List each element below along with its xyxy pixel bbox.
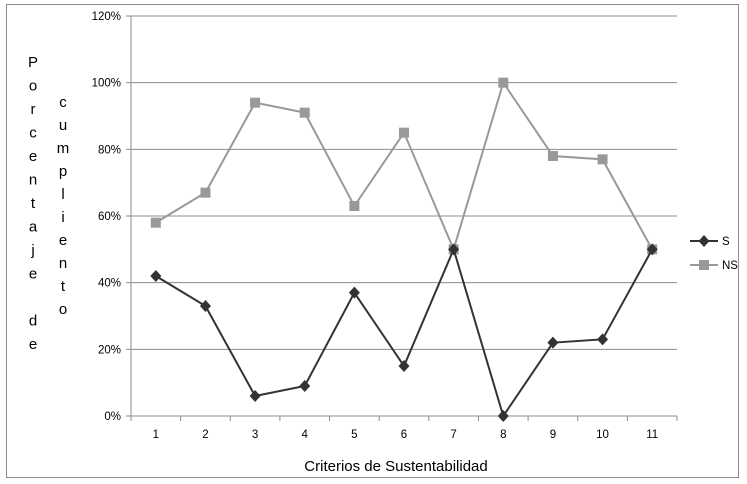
data-point-ns — [299, 107, 310, 118]
x-tick-label: 9 — [550, 429, 556, 441]
y-label-letter: l — [61, 186, 64, 203]
data-point-ns — [200, 187, 211, 198]
data-point-ns — [250, 97, 261, 108]
data-point-ns — [399, 127, 409, 138]
series-group — [150, 77, 658, 422]
y-label-letter: u — [59, 117, 67, 134]
legend-item-s: S — [690, 235, 730, 248]
series-line-ns — [155, 80, 654, 253]
y-tick-label: 20% — [98, 344, 121, 356]
y-label-letter: a — [29, 219, 38, 236]
data-point-s — [547, 336, 559, 349]
y-label-letter: t — [61, 278, 66, 295]
y-label-letter: c — [29, 125, 37, 142]
x-tick-labels: 1 2 3 4 5 6 7 8 9 10 11 — [153, 429, 659, 441]
y-label-letter: j — [30, 242, 34, 259]
data-point-s — [348, 286, 360, 299]
y-label-letter: r — [31, 101, 36, 118]
x-tick-label: 11 — [646, 429, 658, 441]
series-ns — [150, 77, 658, 255]
y-tick-label: 120% — [92, 11, 121, 23]
data-point-s — [646, 243, 658, 256]
data-point-ns — [597, 154, 608, 165]
axes — [126, 15, 678, 421]
y-label-letter: e — [29, 336, 37, 353]
data-point-s — [299, 380, 311, 392]
x-tick-label: 1 — [153, 429, 159, 441]
x-axis-title: Criterios de Sustentabilidad — [304, 458, 487, 475]
legend: S NS — [690, 235, 738, 272]
y-label-letter: e — [59, 232, 67, 249]
y-label-letter: P — [28, 54, 38, 71]
legend-marker — [698, 235, 710, 247]
data-point-s — [398, 360, 410, 372]
y-label-letter: e — [29, 266, 37, 283]
y-label-letter: c — [59, 94, 67, 111]
gridlines — [131, 15, 677, 350]
y-label-letter: n — [29, 172, 37, 189]
y-label-letter: e — [29, 148, 37, 165]
data-point-ns — [547, 151, 558, 161]
x-tick-label: 10 — [596, 429, 609, 441]
legend-label: NS — [722, 260, 738, 272]
x-tick-label: 7 — [450, 429, 456, 441]
data-point-s — [199, 300, 211, 312]
data-point-s — [150, 270, 162, 282]
x-tick-label: 5 — [351, 429, 357, 441]
data-point-ns — [498, 77, 509, 88]
y-label-letter: o — [29, 78, 37, 95]
legend-item-ns: NS — [690, 260, 738, 272]
x-tick-label: 2 — [202, 429, 208, 441]
x-tick-label: 4 — [302, 429, 309, 441]
data-point-s — [448, 243, 460, 256]
y-tick-label: 40% — [98, 278, 121, 290]
y-label-letter: i — [61, 209, 64, 226]
y-tick-labels: 0% 20% 40% 60% 80% 100% 120% — [92, 11, 121, 423]
y-label-letter: n — [59, 255, 67, 272]
y-tick-label: 0% — [104, 411, 121, 423]
y-tick-label: 60% — [98, 211, 121, 223]
x-tick-label: 3 — [252, 429, 258, 441]
y-label-letter: d — [29, 313, 37, 330]
chart-frame — [6, 4, 739, 478]
legend-label: S — [722, 236, 730, 248]
y-label-letter: o — [59, 301, 67, 318]
y-label-letter: p — [59, 163, 67, 180]
y-label-letter: t — [31, 195, 36, 212]
series-line-s — [155, 246, 654, 419]
data-point-s — [249, 390, 261, 402]
legend-marker — [699, 260, 709, 270]
data-point-ns — [150, 217, 161, 228]
x-tick-label: 8 — [500, 429, 506, 441]
data-point-s — [497, 410, 509, 422]
data-point-ns — [349, 201, 360, 211]
y-tick-label: 80% — [98, 144, 121, 156]
x-tick-label: 6 — [401, 429, 407, 441]
data-point-s — [597, 333, 609, 346]
y-label-letter: m — [57, 140, 70, 157]
series-s — [150, 243, 658, 422]
y-tick-label: 100% — [92, 78, 121, 90]
